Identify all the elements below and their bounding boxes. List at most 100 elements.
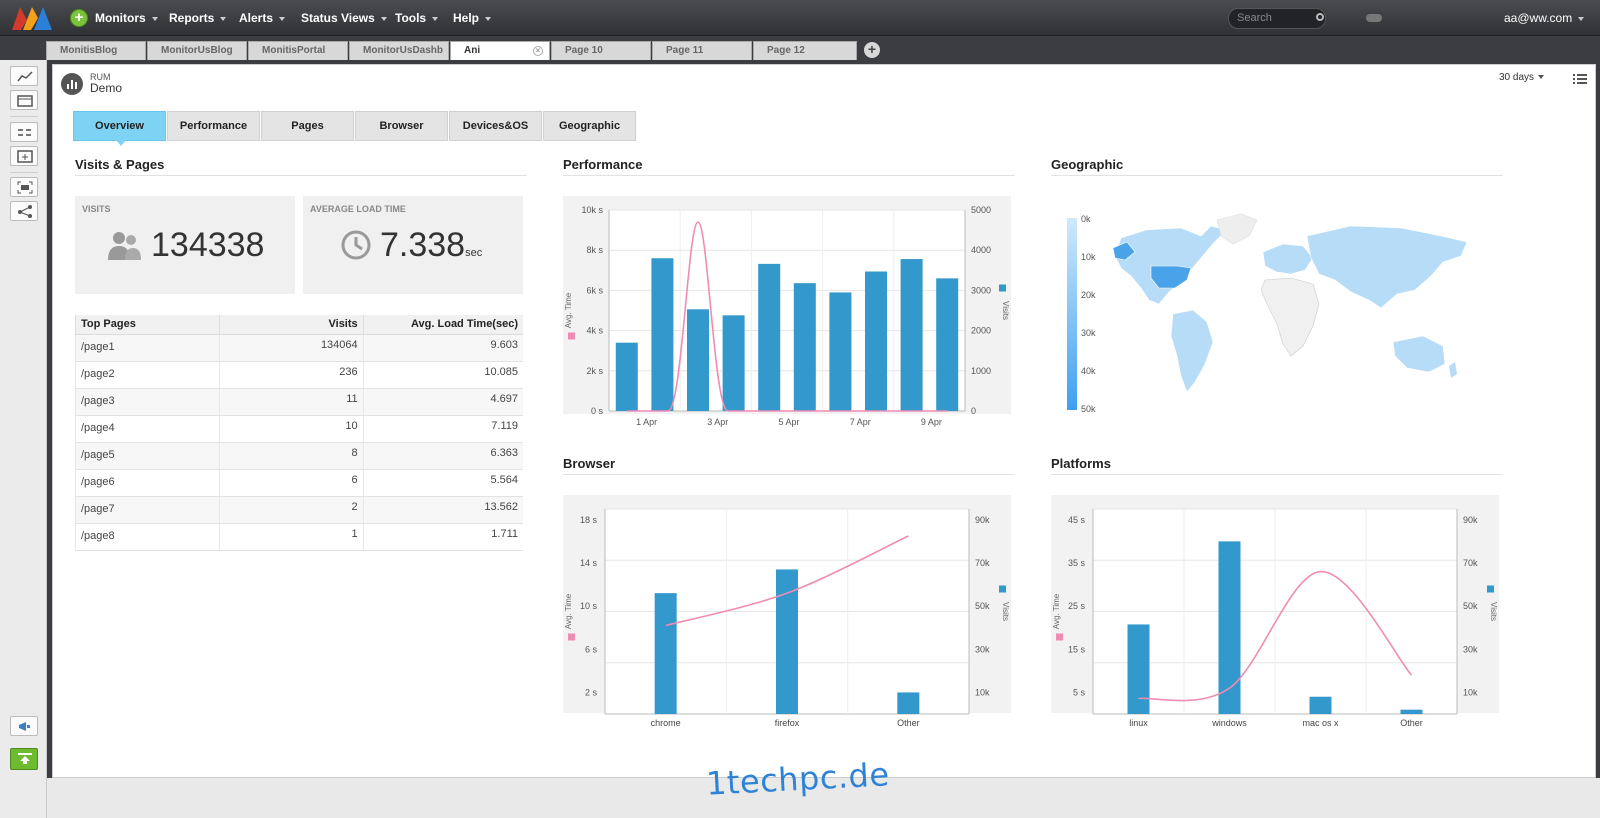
list-icon[interactable] (1573, 73, 1587, 85)
load-time-kpi-label: AVERAGE LOAD TIME (310, 204, 406, 214)
legend-tick: 10k (1081, 252, 1096, 262)
menu-monitors[interactable]: Monitors (95, 0, 158, 36)
y-tick-label: 6k s (586, 285, 603, 295)
table-row[interactable]: /page6 6 5.564 (75, 469, 523, 497)
bar (900, 259, 923, 411)
table-cell-load-time: 5.564 (362, 469, 523, 497)
y-right-tick-label: 3000 (971, 285, 991, 295)
tab-monitorusdashb[interactable]: MonitorUsDashb (349, 41, 449, 60)
tab-page-11[interactable]: Page 11 (652, 41, 752, 60)
bar (1218, 541, 1241, 714)
calendar-button[interactable] (10, 90, 38, 110)
chevron-down-icon (1578, 16, 1585, 21)
line-chart-icon (17, 71, 33, 82)
x-tick-label: 1 Apr (636, 417, 657, 427)
table-cell-load-time: 1.711 (362, 523, 523, 551)
tab-monitisblog[interactable]: MonitisBlog (46, 41, 146, 60)
section-divider (563, 474, 1015, 475)
legend-tick: 50k (1081, 404, 1096, 414)
x-tick-label: linux (1129, 718, 1148, 728)
chart-view-button[interactable] (10, 66, 38, 86)
legend-tick: 30k (1081, 328, 1096, 338)
share-button[interactable] (10, 201, 38, 221)
fullscreen-button[interactable] (10, 177, 38, 197)
geographic-map: 0k 10k 20k 30k 40k 50k (1051, 196, 1503, 426)
load-time-kpi-value: 7.338sec (380, 226, 483, 264)
legend-swatch-visits (1487, 585, 1494, 593)
world-map-land[interactable] (1114, 213, 1468, 393)
app-logo[interactable] (10, 4, 54, 32)
calendar-icon (17, 95, 33, 107)
search-icon[interactable] (1316, 13, 1324, 21)
bar (687, 309, 709, 411)
add-widget-button[interactable] (10, 146, 38, 166)
y-right-tick-label: 4000 (971, 245, 991, 255)
tab-devices-os[interactable]: Devices&OS (449, 111, 542, 141)
top-pages-table: Top Pages Visits Avg. Load Time(sec) /pa… (75, 315, 523, 551)
toolbar-divider (10, 172, 38, 173)
y-right-tick-label: 0 (971, 406, 976, 416)
add-tab-button[interactable]: + (864, 42, 880, 58)
map-region-alaska[interactable] (1112, 241, 1136, 261)
menu-tools[interactable]: Tools (395, 0, 439, 36)
y-tick-label: 10 s (580, 601, 598, 611)
add-monitor-button[interactable]: + (70, 9, 88, 27)
y-right-tick-label: 10k (975, 687, 990, 697)
tab-page-10[interactable]: Page 10 (551, 41, 651, 60)
load-time-kpi-card: AVERAGE LOAD TIME 7.338sec (303, 196, 523, 294)
column-header-visits[interactable]: Visits (218, 315, 364, 335)
date-range-select[interactable]: 30 days (1499, 72, 1545, 83)
close-icon[interactable]: × (533, 46, 543, 56)
cloud-icon[interactable] (1366, 14, 1382, 22)
y-tick-label: 45 s (1068, 515, 1086, 525)
upload-button[interactable] (10, 748, 38, 770)
top-bar: + Monitors Reports Alerts Status Views T… (0, 0, 1600, 36)
tab-pages[interactable]: Pages (261, 111, 354, 141)
bar (758, 263, 781, 411)
expand-icon (17, 181, 33, 194)
user-menu[interactable]: aa@ww.com (1504, 0, 1585, 36)
layout-button[interactable] (10, 122, 38, 142)
tab-performance[interactable]: Performance (167, 111, 260, 141)
table-cell-load-time: 7.119 (362, 415, 523, 443)
tab-browser[interactable]: Browser (355, 111, 448, 141)
table-row[interactable]: /page3 11 4.697 (75, 388, 523, 416)
y-tick-label: 35 s (1068, 558, 1086, 568)
bottom-strip (47, 778, 1600, 818)
tab-geographic[interactable]: Geographic (543, 111, 636, 141)
y-tick-label: 15 s (1068, 644, 1086, 654)
upload-icon (18, 753, 32, 764)
table-cell-visits: 6 (218, 469, 364, 497)
map-region-usa[interactable] (1150, 265, 1192, 289)
tab-overview[interactable]: Overview (73, 111, 166, 146)
table-cell-load-time: 13.562 (362, 496, 523, 524)
y-tick-label: 2k s (586, 366, 603, 376)
table-row[interactable]: /page2 236 10.085 (75, 361, 523, 389)
menu-alerts[interactable]: Alerts (239, 0, 286, 36)
tab-monitisportal[interactable]: MonitisPortal (248, 41, 348, 60)
bar (776, 569, 798, 714)
column-header-top-pages[interactable]: Top Pages (75, 315, 220, 335)
table-row[interactable]: /page4 10 7.119 (75, 415, 523, 443)
tab-page-12[interactable]: Page 12 (753, 41, 857, 60)
world-map-svg: 0k 10k 20k 30k 40k 50k (1067, 213, 1468, 414)
menu-help[interactable]: Help (453, 0, 492, 36)
table-row[interactable]: /page5 8 6.363 (75, 442, 523, 470)
table-row[interactable]: /page1 134064 9.603 (75, 334, 523, 362)
announce-button[interactable] (10, 716, 38, 736)
x-tick-label: 9 Apr (921, 417, 942, 427)
y-axis-right-title: Visits (1489, 602, 1498, 621)
monitor-type-label: RUM (90, 72, 111, 82)
tab-ani[interactable]: Ani × (450, 41, 550, 60)
table-row[interactable]: /page8 1 1.711 (75, 523, 523, 551)
table-row[interactable]: /page7 2 13.562 (75, 496, 523, 524)
y-right-tick-label: 90k (1463, 515, 1478, 525)
avg-time-line (1138, 570, 1413, 702)
menu-status-views[interactable]: Status Views (301, 0, 387, 36)
menu-reports[interactable]: Reports (169, 0, 227, 36)
legend-swatch-avg-time (568, 633, 575, 641)
y-axis-left-title: Avg. Time (564, 292, 573, 328)
search-input[interactable]: Search (1228, 8, 1326, 29)
column-header-load-time[interactable]: Avg. Load Time(sec) (362, 315, 523, 335)
tab-monitorusblog[interactable]: MonitorUsBlog (147, 41, 247, 60)
